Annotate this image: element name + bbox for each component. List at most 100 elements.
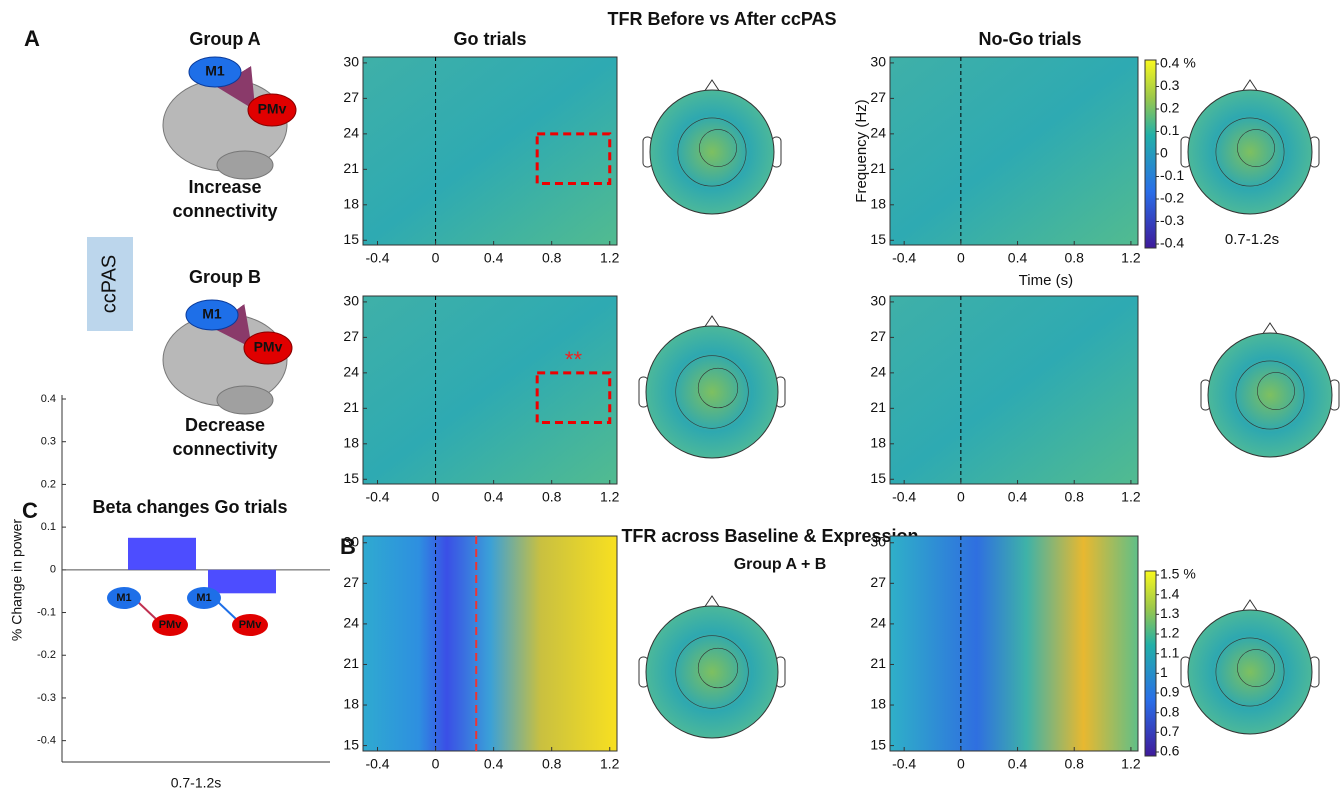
topoplot (1187, 89, 1313, 215)
y-tick-label: 15 (343, 736, 359, 752)
contour (1237, 649, 1275, 687)
column-title: Go trials (453, 29, 526, 49)
panel-label: A (24, 26, 40, 51)
caption: connectivity (172, 439, 277, 459)
y-tick-label: 15 (343, 231, 359, 247)
x-tick-label: -0.4 (365, 756, 389, 772)
x-tick-label: 0 (432, 756, 440, 772)
colorbar-tick-label: 0.3 (1160, 77, 1180, 93)
tfr-map (362, 56, 618, 246)
y-tick-label: 18 (870, 435, 886, 451)
m1-node (188, 56, 242, 88)
tfr-map (889, 295, 1139, 485)
y-tick-label: 21 (343, 655, 359, 671)
nose (1241, 599, 1259, 613)
contour (1257, 372, 1295, 410)
y-tick-label: 30 (343, 54, 359, 70)
colorbar (1144, 570, 1157, 757)
y-tick-label: 24 (343, 364, 359, 380)
colorbar-tick-label: 1.2 (1160, 625, 1180, 641)
nose (703, 315, 721, 329)
arrow (212, 303, 252, 349)
x-tick-label: 0.8 (1064, 489, 1084, 505)
nose (1261, 322, 1279, 336)
y-tick-label: 27 (343, 574, 359, 590)
m1-label: M1 (116, 592, 131, 604)
contour (677, 117, 747, 187)
pmv-node (243, 331, 293, 365)
y-tick-label: 27 (343, 89, 359, 105)
y-tick-label: 24 (870, 615, 886, 631)
tfr-map (889, 535, 1139, 752)
y-tick-label: 18 (343, 435, 359, 451)
y-tick-label: 27 (343, 328, 359, 344)
x-tick-label: 0.8 (542, 250, 562, 266)
y-tick-label: 18 (870, 196, 886, 212)
x-tick-label: 0.4 (1008, 489, 1028, 505)
x-tick-label: 0.8 (1064, 250, 1084, 266)
y-tick-label: 30 (343, 293, 359, 309)
x-tick-label: 0.4 (1008, 756, 1028, 772)
y-tick-label: 30 (870, 54, 886, 70)
y-tick-label: 30 (343, 533, 359, 549)
y-tick-label: 21 (343, 399, 359, 415)
x-axis-label: 0.7-1.2s (171, 775, 222, 791)
x-tick-label: 1.2 (1121, 489, 1141, 505)
y-tick-label: 27 (870, 89, 886, 105)
topoplot (645, 325, 779, 459)
colorbar-tick-label: 1 (1160, 664, 1168, 680)
x-tick-label: 0.8 (542, 756, 562, 772)
m1-label: M1 (196, 592, 211, 604)
contour (675, 635, 749, 709)
topo-window: 0.7-1.2s (1225, 231, 1279, 248)
y-tick-label: -0.1 (37, 606, 56, 618)
column-title: No-Go trials (978, 29, 1081, 49)
tfr-map (362, 295, 618, 485)
colorbar-tick-label: 0.2 (1160, 100, 1180, 116)
group-title: Group B (189, 267, 261, 287)
colorbar-tick-label: 0.1 (1160, 122, 1180, 138)
ccpas-box (87, 237, 133, 331)
caption: connectivity (172, 201, 277, 221)
y-tick-label: 18 (870, 696, 886, 712)
title: TFR across Baseline & Expression (621, 526, 918, 546)
y-tick-label: 0.3 (41, 436, 56, 448)
x-tick-label: 0.4 (484, 489, 504, 505)
y-tick-label: 21 (870, 399, 886, 415)
contour (1215, 117, 1285, 187)
contour (675, 355, 749, 429)
x-tick-label: 0.4 (484, 250, 504, 266)
x-tick-label: 0 (957, 250, 965, 266)
chart-title: Beta changes Go trials (92, 497, 287, 517)
colorbar-tick-label: 1.5 % (1160, 566, 1196, 582)
caption: Increase (188, 177, 261, 197)
y-tick-label: 18 (343, 196, 359, 212)
x-tick-label: 0 (432, 489, 440, 505)
pmv-label: PMv (159, 619, 183, 631)
y-tick-label: 21 (870, 655, 886, 671)
colorbar-tick-label: 0.7 (1160, 723, 1180, 739)
bar (208, 569, 276, 594)
caption: Decrease (185, 415, 265, 435)
y-axis-label: Frequency (Hz) (853, 99, 870, 202)
nose (703, 79, 721, 93)
contour (1237, 129, 1275, 167)
topoplot (1207, 332, 1333, 458)
group-title: Group A (189, 29, 260, 49)
colorbar-tick-label: -0.1 (1160, 167, 1184, 183)
contour (699, 129, 737, 167)
y-tick-label: 27 (870, 574, 886, 590)
tfr-map (889, 56, 1139, 246)
x-tick-label: 1.2 (1121, 756, 1141, 772)
y-tick-label: 15 (870, 231, 886, 247)
topoplot (649, 89, 775, 215)
pmv-label: PMv (254, 339, 283, 355)
x-tick-label: 0 (957, 756, 965, 772)
nose (703, 595, 721, 609)
colorbar-tick-label: 1.1 (1160, 644, 1180, 660)
subtitle: Group A + B (734, 556, 827, 573)
y-tick-label: 15 (870, 470, 886, 486)
x-tick-label: 0 (432, 250, 440, 266)
m1-label: M1 (205, 63, 225, 79)
x-axis-label: Time (s) (1019, 272, 1073, 289)
